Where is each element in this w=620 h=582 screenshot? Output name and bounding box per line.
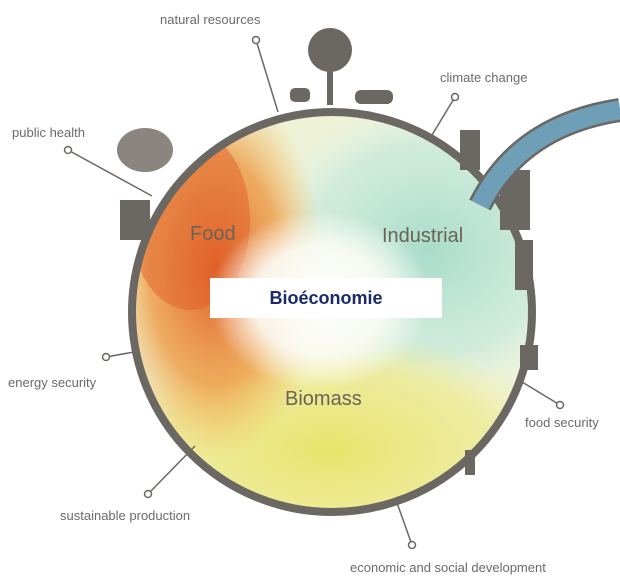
theme-label: sustainable production [60,508,190,523]
theme-label: food security [525,415,599,430]
diagram: Bioéconomie Food Industrial Biomass natu… [0,0,620,582]
sector-label: Industrial [382,225,463,247]
page: Bioéconomie Food Industrial Biomass natu… [0,0,620,582]
theme-label: climate change [440,70,527,85]
theme-label: economic and social development [350,560,546,575]
sector-label: Biomass [285,388,362,410]
title: Bioéconomie [269,288,382,308]
theme-label: public health [12,125,85,140]
sector-label: Food [190,223,236,245]
theme-label: energy security [8,375,97,390]
theme-label: natural resources [160,12,261,27]
